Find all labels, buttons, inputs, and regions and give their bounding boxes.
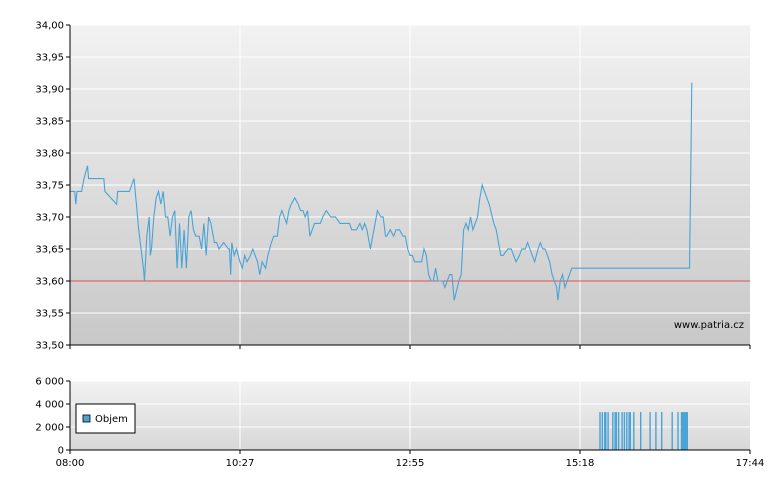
volume-bar	[607, 412, 609, 450]
price-y-tick-label: 33,70	[35, 213, 64, 224]
x-tick-label: 08:00	[56, 458, 85, 469]
volume-bar	[601, 412, 603, 450]
volume-bar	[629, 412, 631, 450]
volume-grid	[70, 380, 750, 450]
volume-bar	[671, 412, 673, 450]
watermark-text: www.patria.cz	[674, 320, 744, 331]
volume-bar	[685, 412, 687, 450]
price-y-tick-label: 33,50	[35, 341, 64, 352]
price-y-tick-label: 33,65	[35, 245, 64, 256]
x-tick-label: 12:55	[396, 458, 425, 469]
volume-bar	[626, 412, 628, 450]
legend-label: Objem	[95, 414, 128, 425]
volume-bar	[682, 412, 684, 450]
price-y-axis: 33,50 33,55 33,60 33,65 33,70 33,75 33,80 33,85…	[35, 21, 70, 352]
volume-bar	[649, 412, 651, 450]
price-y-tick-label: 33,60	[35, 277, 64, 288]
volume-y-axis: 0 2 000 4 000 6 000	[35, 377, 70, 457]
volume-bar	[617, 412, 620, 450]
volume-bar	[614, 412, 616, 450]
volume-bar	[684, 412, 686, 450]
volume-bar	[623, 412, 626, 450]
volume-panel: 0 2 000 4 000 6 000 08:00 10:27 12:55 15:18 17:…	[35, 377, 764, 470]
volume-y-tick-label: 4 000	[35, 400, 64, 411]
volume-y-tick-label: 2 000	[35, 423, 64, 434]
price-y-tick-label: 33,90	[35, 85, 64, 96]
price-y-tick-label: 33,80	[35, 149, 64, 160]
volume-bar	[599, 412, 601, 450]
x-axis: 08:00 10:27 12:55 15:18 17:44	[56, 450, 765, 469]
x-tick-label: 15:18	[566, 458, 595, 469]
volume-bar	[661, 412, 663, 450]
price-panel: 33,50 33,55 33,60 33,65 33,70 33,75 33,80 33,85…	[35, 21, 751, 352]
volume-bar	[605, 412, 607, 450]
volume-bar	[621, 412, 623, 450]
volume-bar	[604, 412, 606, 450]
x-tick-label: 17:44	[736, 458, 765, 469]
volume-bar	[633, 412, 635, 450]
price-y-tick-label: 33,85	[35, 117, 64, 128]
price-y-tick-label: 33,55	[35, 309, 64, 320]
legend-swatch	[82, 414, 91, 423]
volume-bar	[628, 412, 630, 450]
volume-bar	[655, 412, 657, 450]
volume-bar	[677, 412, 679, 450]
volume-bar	[680, 412, 683, 450]
volume-y-tick-label: 6 000	[35, 377, 64, 388]
volume-bar	[615, 412, 617, 450]
price-x-ticks	[69, 345, 751, 349]
price-y-tick-label: 33,95	[35, 53, 64, 64]
volume-bar	[686, 412, 688, 450]
legend: Objem	[75, 403, 136, 434]
x-tick-label: 10:27	[226, 458, 255, 469]
volume-bar	[683, 412, 685, 450]
volume-bar	[640, 412, 642, 450]
volume-bars	[599, 412, 688, 450]
price-y-tick-label: 34,00	[35, 21, 64, 32]
price-series-line	[70, 82, 693, 301]
volume-bar	[612, 412, 614, 450]
price-y-tick-label: 33,75	[35, 181, 64, 192]
volume-y-tick-label: 0	[58, 446, 64, 457]
